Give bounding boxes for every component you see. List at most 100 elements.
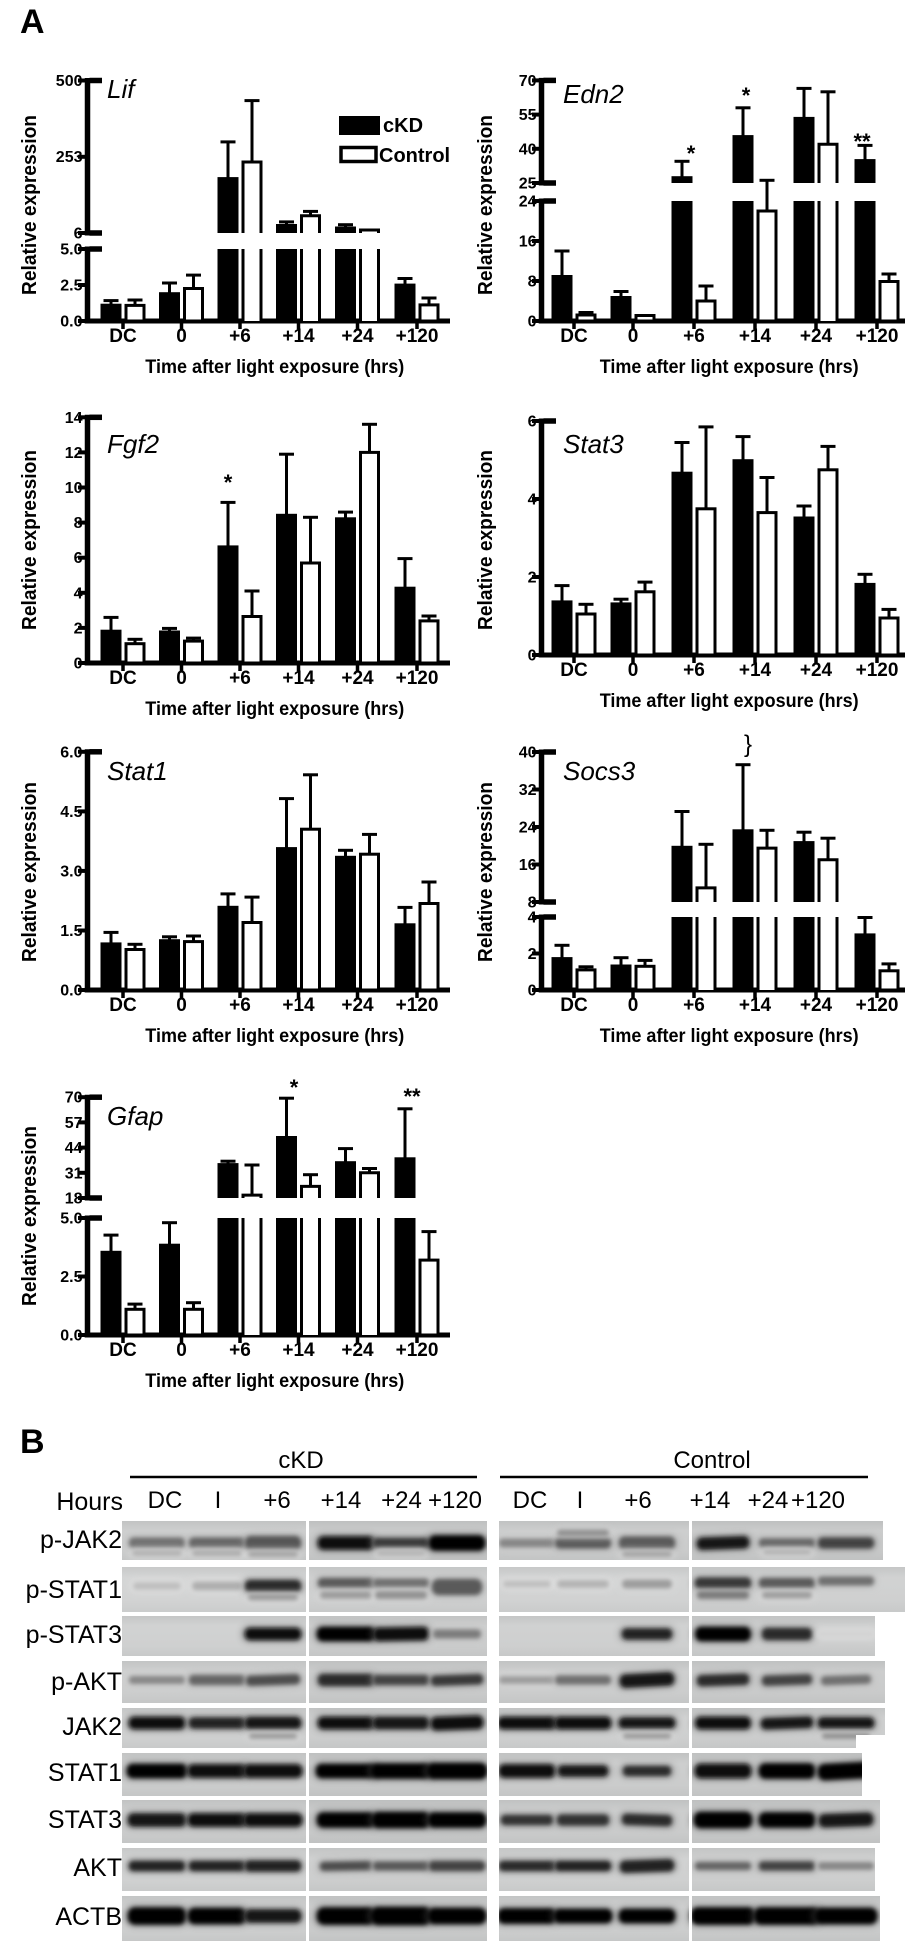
- svg-text:+6: +6: [683, 995, 705, 1016]
- svg-text:+120: +120: [396, 995, 439, 1016]
- svg-text:0: 0: [628, 660, 639, 681]
- svg-text:Control: Control: [379, 145, 450, 167]
- svg-text:DC: DC: [109, 1340, 137, 1361]
- svg-text:0.0: 0.0: [60, 983, 82, 1000]
- svg-text:70: 70: [519, 73, 537, 90]
- svg-text:JAK2: JAK2: [62, 1713, 122, 1741]
- svg-text:+24: +24: [800, 995, 833, 1016]
- svg-text:I: I: [577, 1487, 584, 1514]
- svg-text:ACTB: ACTB: [55, 1903, 122, 1931]
- svg-text:Socs3: Socs3: [563, 756, 636, 786]
- svg-text:16: 16: [519, 234, 537, 251]
- svg-text:cKD: cKD: [278, 1447, 323, 1474]
- svg-text:24: 24: [519, 820, 537, 837]
- svg-text:I: I: [215, 1487, 222, 1514]
- svg-text:6: 6: [74, 226, 83, 243]
- svg-text:2.5: 2.5: [60, 278, 82, 295]
- svg-text:12: 12: [65, 445, 83, 462]
- svg-text:0: 0: [74, 656, 83, 673]
- svg-text:2: 2: [528, 570, 537, 587]
- svg-text:+24: +24: [800, 660, 833, 681]
- svg-text:+6: +6: [229, 326, 251, 347]
- svg-text:STAT3: STAT3: [48, 1806, 122, 1834]
- svg-text:14: 14: [65, 410, 83, 427]
- svg-text:10: 10: [65, 480, 83, 497]
- svg-text:24: 24: [519, 194, 537, 211]
- svg-text:+24: +24: [800, 326, 833, 347]
- svg-text:8: 8: [528, 895, 537, 912]
- svg-text:2: 2: [528, 946, 537, 963]
- svg-text:STAT1: STAT1: [48, 1759, 122, 1787]
- svg-text:1.5: 1.5: [60, 923, 82, 940]
- svg-text:Time after light exposure (hrs: Time after light exposure (hrs): [145, 698, 404, 720]
- svg-text:Time after light exposure (hrs: Time after light exposure (hrs): [600, 356, 859, 378]
- svg-text:2.5: 2.5: [60, 1269, 82, 1286]
- svg-text:DC: DC: [560, 326, 588, 347]
- svg-text:0: 0: [528, 314, 537, 331]
- svg-text:Time after light exposure (hrs: Time after light exposure (hrs): [600, 1025, 859, 1047]
- svg-text:6: 6: [74, 550, 83, 567]
- svg-text:40: 40: [519, 745, 537, 762]
- svg-text:0.0: 0.0: [60, 314, 82, 331]
- svg-text:}: }: [744, 731, 752, 758]
- svg-text:DC: DC: [109, 995, 137, 1016]
- svg-text:+120: +120: [856, 660, 899, 681]
- svg-text:8: 8: [74, 515, 83, 532]
- svg-text:44: 44: [65, 1140, 83, 1157]
- svg-text:+24: +24: [341, 326, 374, 347]
- svg-text:0: 0: [528, 983, 537, 1000]
- svg-text:*: *: [687, 141, 696, 166]
- svg-text:Time after light exposure (hrs: Time after light exposure (hrs): [145, 1370, 404, 1392]
- svg-text:0: 0: [176, 668, 187, 689]
- svg-text:DC: DC: [513, 1487, 548, 1514]
- svg-text:p-STAT1: p-STAT1: [26, 1576, 122, 1604]
- svg-text:+6: +6: [263, 1487, 290, 1514]
- svg-text:Relative expression: Relative expression: [19, 115, 41, 295]
- svg-text:DC: DC: [560, 995, 588, 1016]
- svg-text:+120: +120: [791, 1487, 845, 1514]
- svg-text:18: 18: [65, 1191, 83, 1208]
- svg-text:+24: +24: [748, 1487, 789, 1514]
- svg-text:40: 40: [519, 141, 537, 158]
- svg-text:Edn2: Edn2: [563, 79, 624, 109]
- svg-text:B: B: [20, 1423, 45, 1461]
- svg-text:Lif: Lif: [107, 74, 137, 104]
- svg-text:5.0: 5.0: [60, 1211, 82, 1228]
- svg-text:Fgf2: Fgf2: [107, 429, 160, 459]
- svg-text:*: *: [290, 1075, 299, 1100]
- svg-text:+120: +120: [396, 668, 439, 689]
- svg-text:+6: +6: [229, 668, 251, 689]
- svg-text:+24: +24: [341, 668, 374, 689]
- svg-text:5.0: 5.0: [60, 242, 82, 259]
- svg-text:70: 70: [65, 1090, 83, 1107]
- svg-text:Relative expression: Relative expression: [19, 450, 41, 630]
- svg-text:Stat1: Stat1: [107, 756, 168, 786]
- svg-text:+14: +14: [690, 1487, 731, 1514]
- svg-text:2: 2: [74, 620, 83, 637]
- svg-text:4: 4: [528, 910, 537, 927]
- svg-text:DC: DC: [109, 668, 137, 689]
- svg-text:+6: +6: [229, 995, 251, 1016]
- svg-text:+24: +24: [341, 995, 374, 1016]
- svg-text:+120: +120: [396, 1340, 439, 1361]
- svg-text:55: 55: [519, 107, 537, 124]
- svg-text:Relative expression: Relative expression: [475, 450, 497, 630]
- svg-text:p-STAT3: p-STAT3: [26, 1621, 122, 1649]
- svg-text:0: 0: [528, 648, 537, 665]
- svg-text:+14: +14: [739, 660, 772, 681]
- svg-text:0.0: 0.0: [60, 1328, 82, 1345]
- svg-text:DC: DC: [109, 326, 137, 347]
- svg-text:*: *: [742, 83, 751, 108]
- svg-text:+6: +6: [683, 660, 705, 681]
- svg-text:Stat3: Stat3: [563, 429, 624, 459]
- svg-text:57: 57: [65, 1115, 83, 1132]
- svg-text:+14: +14: [282, 995, 315, 1016]
- svg-text:+120: +120: [396, 326, 439, 347]
- svg-text:p-JAK2: p-JAK2: [40, 1526, 122, 1554]
- svg-text:A: A: [20, 3, 45, 41]
- svg-text:16: 16: [519, 857, 537, 874]
- svg-text:*: *: [224, 470, 233, 495]
- svg-text:**: **: [403, 1084, 421, 1109]
- svg-text:p-AKT: p-AKT: [51, 1668, 122, 1696]
- svg-text:+120: +120: [856, 326, 899, 347]
